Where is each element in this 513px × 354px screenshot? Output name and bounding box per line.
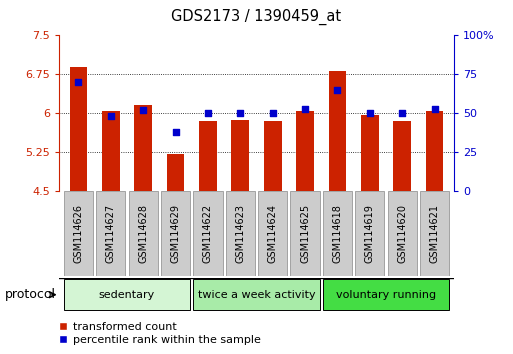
Text: GDS2173 / 1390459_at: GDS2173 / 1390459_at (171, 9, 342, 25)
Text: GSM114627: GSM114627 (106, 204, 116, 263)
Point (366, 110, 374, 116)
Bar (264, 121, 282, 191)
Point (236, 110, 244, 116)
Bar (129, 191, 158, 276)
Text: GSM114621: GSM114621 (429, 204, 440, 263)
Bar (426, 111, 443, 191)
Bar (258, 191, 287, 276)
Text: GSM114629: GSM114629 (170, 204, 181, 263)
Bar (193, 279, 320, 310)
Bar (296, 111, 314, 191)
Bar (193, 191, 223, 276)
Legend: transformed count, percentile rank within the sample: transformed count, percentile rank withi… (54, 317, 266, 349)
Bar (64, 191, 93, 276)
Bar (64, 279, 190, 310)
Bar (323, 191, 352, 276)
Point (398, 110, 406, 116)
Bar (388, 191, 417, 276)
Bar (231, 120, 249, 191)
Text: GSM114623: GSM114623 (235, 204, 245, 263)
Text: voluntary running: voluntary running (336, 290, 436, 300)
Bar (199, 121, 217, 191)
Text: GSM114619: GSM114619 (365, 204, 375, 263)
Point (204, 110, 212, 116)
Bar (356, 191, 384, 276)
Point (139, 107, 147, 113)
Text: GSM114626: GSM114626 (73, 204, 84, 263)
Bar (323, 279, 449, 310)
Point (301, 106, 309, 112)
Bar (134, 105, 152, 191)
Text: GSM114628: GSM114628 (138, 204, 148, 263)
Bar (290, 191, 320, 276)
Point (74, 79, 83, 85)
Text: GSM114625: GSM114625 (300, 204, 310, 263)
Text: sedentary: sedentary (99, 290, 155, 300)
Point (107, 114, 115, 119)
Bar (70, 67, 87, 191)
Point (430, 106, 439, 112)
Bar (102, 111, 120, 191)
Bar (420, 191, 449, 276)
Bar (161, 191, 190, 276)
Point (171, 129, 180, 135)
Text: protocol: protocol (5, 288, 56, 301)
Bar (226, 191, 255, 276)
Bar (393, 121, 411, 191)
Point (269, 110, 277, 116)
Bar (361, 115, 379, 191)
Bar (328, 71, 346, 191)
Text: GSM114624: GSM114624 (268, 204, 278, 263)
Text: GSM114620: GSM114620 (397, 204, 407, 263)
Text: GSM114622: GSM114622 (203, 204, 213, 263)
Text: GSM114618: GSM114618 (332, 204, 343, 263)
Bar (167, 154, 185, 191)
Bar (96, 191, 125, 276)
Text: twice a week activity: twice a week activity (198, 290, 315, 300)
Point (333, 87, 342, 93)
